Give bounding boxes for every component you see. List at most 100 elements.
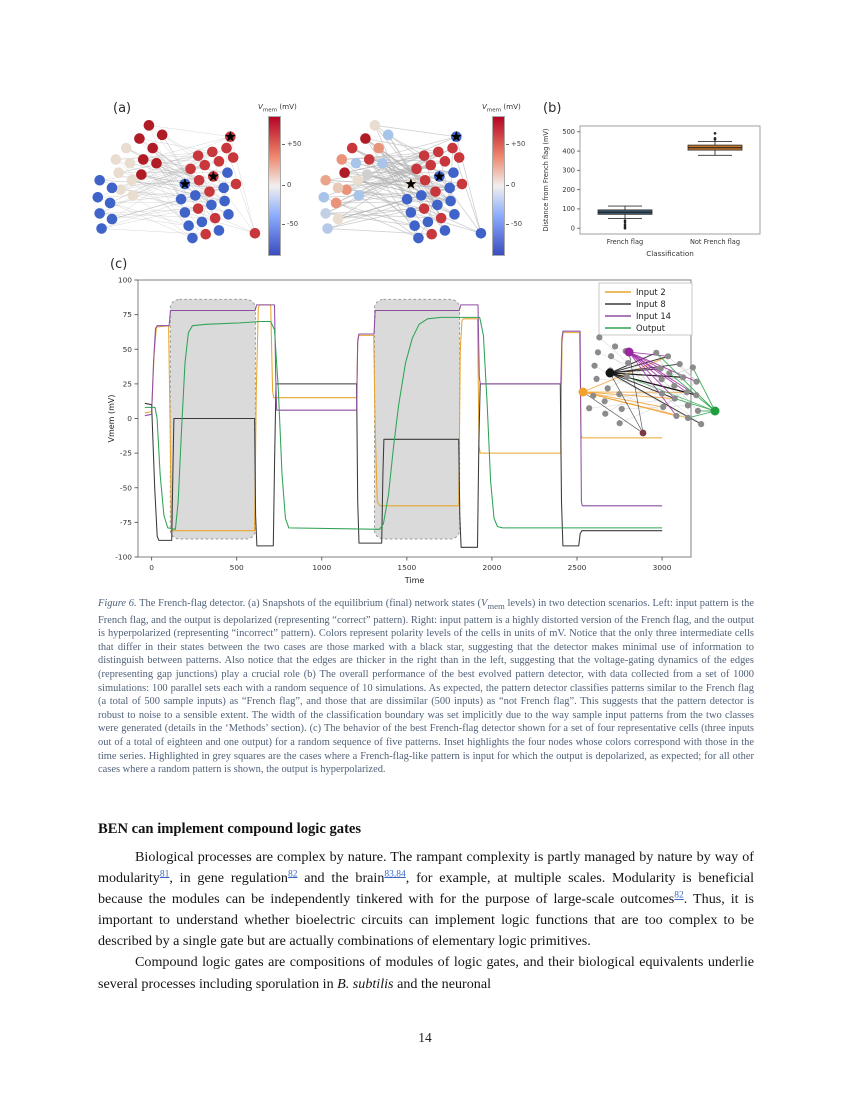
cell [204,186,215,197]
colorbar-tick: -50 [282,220,298,228]
inset-cell [684,414,692,422]
svg-text:500: 500 [230,563,244,572]
series-line-output [144,316,663,530]
inset-cell [694,407,702,415]
inset-cell [657,365,664,372]
inset-cell [671,382,678,389]
colorbar-tick: -50 [506,220,522,228]
inset-cell [671,395,678,402]
cell [94,208,105,219]
cell [448,167,459,178]
outlier-point [623,219,627,222]
inset-cell [607,353,615,360]
svg-text:200: 200 [562,186,575,194]
timeseries-ylabel: Vmem (mV) [107,394,116,442]
cell [127,190,139,201]
outlier-point [713,132,717,135]
inset-cell [658,390,666,397]
colorbar-title: Vmem (mV) [258,102,297,114]
cell [339,167,350,178]
cell [143,120,155,131]
cell [425,159,437,171]
classification-boxplot: 0 100 200 300 400 500 Distance from French fla… [542,125,761,258]
cell [336,154,348,165]
inset-cell [693,378,700,385]
svg-text:0: 0 [149,563,154,572]
cell [221,142,232,154]
inset-cell [601,398,608,405]
cell [136,169,147,180]
cell [96,223,107,234]
cell [213,225,225,236]
panel-c-label: (c) [110,257,128,272]
cell [124,157,136,169]
cell [190,190,201,201]
star-marker [405,178,417,189]
cell [377,157,388,169]
star-marker [450,130,462,142]
cell [369,120,381,131]
svg-text:-100: -100 [115,553,132,562]
inset-cell [623,373,630,380]
citation-link[interactable]: 82 [674,890,684,901]
cell [373,142,385,154]
section-content: BEN can implement compound logic gates B… [98,821,754,995]
cell [352,174,364,186]
cell [445,195,456,207]
outlier-point [623,221,627,224]
inset-cell [658,376,665,383]
panel-b-label: (b) [543,101,562,116]
cells [92,120,261,244]
cell [418,203,430,214]
cell [426,228,438,240]
cell [439,156,451,167]
svg-text:100: 100 [118,276,132,285]
svg-text:1500: 1500 [397,563,416,572]
cell [413,232,424,244]
cell [341,184,352,196]
cell [430,186,441,197]
cell [456,178,468,190]
citation-link[interactable]: 83,84 [384,869,406,880]
cell [222,167,233,178]
cell [230,178,242,190]
inset-cell-dark-red [639,429,647,437]
inset-output-node [710,406,720,416]
cell [200,228,212,240]
inset-cell [593,375,600,382]
star-marker [433,170,445,182]
cell [422,216,434,228]
cell [185,163,196,175]
panel-a-label: (a) [113,101,132,116]
category-label: Not French flag [690,238,740,246]
outlier-point [623,225,627,228]
highlight-region [169,298,256,540]
cell [120,142,132,154]
citation-link[interactable]: 81 [159,869,170,880]
cell [433,146,444,158]
cell [435,212,447,224]
colorbar-tick: 0 [506,181,515,189]
cell [207,146,218,158]
inset-cell [596,334,603,341]
cell [223,209,234,220]
inset-cell [689,364,696,371]
svg-text:100: 100 [562,205,575,213]
svg-text:75: 75 [123,310,133,319]
cell [227,152,239,163]
citation-link[interactable]: 82 [287,869,298,880]
inset-cell [660,403,667,411]
inset-cell [611,343,619,350]
star-marker [179,178,191,189]
category-label: French flag [607,238,643,246]
italic-text: B. subtilis [337,975,394,992]
cell [106,182,118,194]
cell [113,167,124,178]
cell [439,225,451,236]
cell [193,174,205,186]
legend-label: Input 8 [636,299,666,309]
cell [94,174,105,186]
cell [92,192,104,203]
inset-cell [684,402,691,409]
vmem-colorbar-right: Vmem (mV) +50 0 -50 [482,102,534,257]
